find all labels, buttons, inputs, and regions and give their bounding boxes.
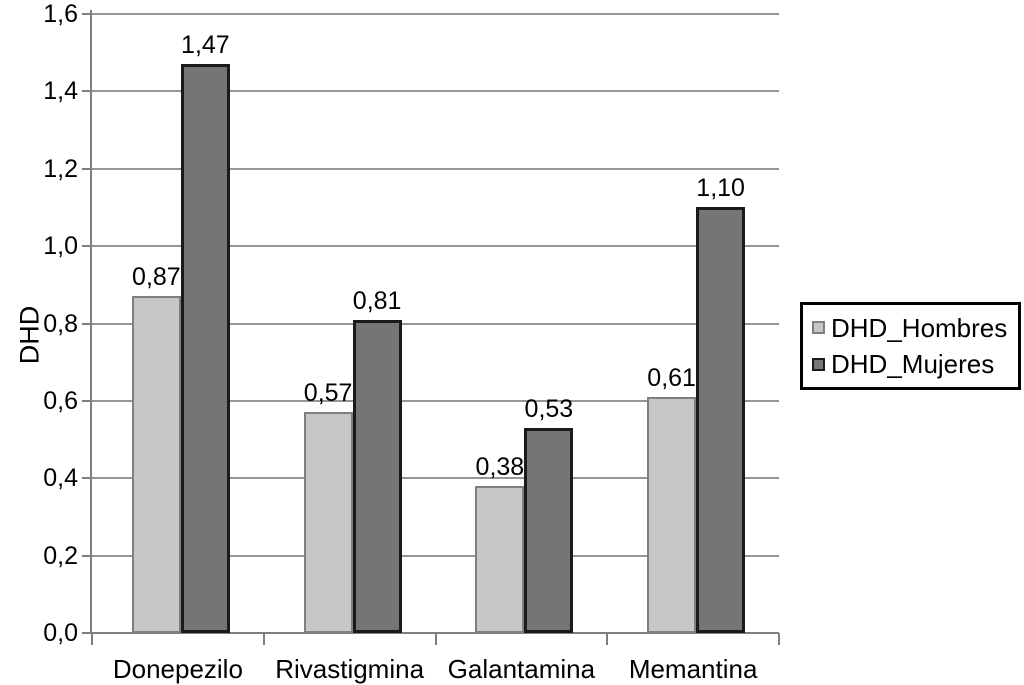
bar-value-label: 0,38 [475, 452, 525, 481]
gridline [92, 322, 779, 325]
y-axis-tick-label: 1,2 [43, 154, 78, 183]
y-axis-tick-label: 0,4 [43, 464, 78, 493]
x-axis-tick [262, 633, 265, 645]
x-axis-tick [434, 633, 437, 645]
y-axis-tick-label: 1,4 [43, 77, 78, 106]
x-axis-tick [606, 633, 609, 645]
legend-marker-mujeres-icon [812, 357, 825, 371]
bar-value-label: 1,47 [181, 31, 230, 60]
bar-value-label: 0,53 [524, 394, 574, 423]
gridline [92, 554, 779, 557]
gridline [92, 90, 779, 93]
legend-item-hombres: DHD_Hombres [812, 314, 1018, 342]
legend-label-mujeres: DHD_Mujeres [831, 349, 995, 380]
x-axis-tick [91, 633, 93, 645]
y-axis-tick [82, 245, 92, 248]
bar-dhd_hombres-donepezilo [131, 296, 181, 633]
y-axis-tick [82, 13, 92, 15]
bar-dhd_hombres-memantina [647, 397, 697, 633]
x-category-label: Galantamina [447, 654, 596, 684]
x-category-label: Donepezilo [112, 654, 243, 684]
bar-dhd_mujeres-galantamina [524, 427, 574, 633]
y-axis-tick-label: 0,2 [43, 541, 78, 570]
bar-dhd_hombres-galantamina [475, 485, 525, 633]
gridline [92, 245, 779, 248]
bar-value-label: 0,61 [647, 364, 696, 392]
x-axis-tick [778, 633, 780, 645]
bar-value-label: 1,10 [696, 174, 745, 203]
bar-dhd_mujeres-rivastigmina [352, 319, 402, 633]
y-axis-tick [82, 167, 92, 170]
legend-item-mujeres: DHD_Mujeres [812, 350, 1018, 378]
y-axis-tick-label: 1,6 [43, 0, 78, 28]
gridline [92, 167, 779, 170]
bar-value-label: 0,87 [132, 263, 181, 292]
legend-label-hombres: DHD_Hombres [831, 312, 1008, 343]
y-axis-tick [82, 90, 92, 93]
legend-marker-hombres-icon [812, 321, 825, 335]
gridline [92, 399, 779, 402]
legend: DHD_Hombres DHD_Mujeres [800, 302, 1021, 390]
x-category-label: Rivastigmina [275, 654, 425, 684]
bar-dhd_hombres-rivastigmina [303, 412, 353, 633]
gridline [92, 477, 779, 480]
x-axis-line [82, 632, 779, 634]
y-axis-tick-label: 1,0 [43, 232, 78, 261]
y-axis-tick [82, 477, 92, 480]
gridline [92, 13, 779, 15]
x-category-label: Memantina [628, 654, 758, 684]
bar-dhd_mujeres-memantina [696, 207, 746, 633]
y-axis-tick [82, 322, 92, 325]
y-axis-tick-label: 0,0 [43, 619, 78, 647]
y-axis-tick [82, 399, 92, 402]
y-axis-tick [82, 554, 92, 557]
y-axis-tick-label: 0,8 [43, 309, 78, 338]
y-axis-line [90, 10, 92, 633]
y-axis-tick-label: 0,6 [43, 386, 78, 415]
bar-value-label: 0,57 [303, 379, 353, 408]
bar-value-label: 0,81 [352, 286, 402, 315]
bar-dhd_mujeres-donepezilo [180, 64, 230, 633]
